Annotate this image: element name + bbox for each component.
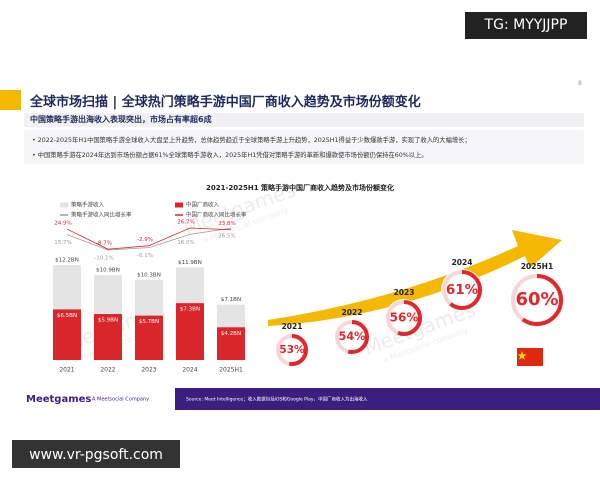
line-value-label: 15.7%: [54, 240, 71, 246]
bullet: • 2022-2025年H1中国策略手游全球收入大盘呈上升趋势，总体趋势趋近于全…: [32, 137, 471, 144]
donut-label: 60%: [515, 289, 558, 310]
site-box: [12, 440, 180, 468]
donut-label: 54%: [339, 330, 366, 343]
donut-category: 2025H1: [521, 262, 553, 271]
line-value-label: 23.8%: [218, 221, 235, 227]
donut-category: 2023: [394, 288, 415, 297]
donut-arc: [511, 274, 563, 326]
donut-label: 53%: [279, 344, 305, 356]
x-tick-label: 2022: [100, 367, 115, 374]
legend-label: 策略手游收入同比增长率: [71, 211, 132, 219]
bar-value-label: $10.9BN: [96, 268, 120, 274]
bar-value-label: $7.3BN: [180, 307, 200, 313]
donut-bg: [441, 269, 483, 311]
bar-value-label: $6.5BN: [57, 313, 77, 319]
footer-band: [175, 388, 600, 410]
badge: TG: MYYJJPP: [465, 12, 587, 39]
line: [66, 227, 232, 250]
legend-label: 中国厂商收入: [186, 201, 220, 209]
line-value-label: 16.0%: [177, 240, 194, 246]
title-bar: [0, 90, 16, 110]
bar-value-label: $5.7BN: [139, 319, 159, 325]
flag: [517, 348, 543, 366]
subtitle: 中国策略手游出海收入表现突出，市场占有率超6成: [24, 113, 584, 127]
bar-value-label: $11.9BN: [178, 260, 202, 266]
donut-bg: [334, 319, 370, 355]
donut-arc: [386, 300, 422, 336]
donut-arc: [276, 334, 308, 366]
bar: [94, 314, 122, 360]
bar-value-label: $10.3BN: [137, 272, 161, 278]
bullet-text: 中国策略手游在2024年达到市场份额占据61%全球策略手游收入，2025年H1凭…: [37, 152, 428, 159]
line: [66, 227, 232, 251]
line-value-label: 24.9%: [54, 221, 71, 227]
bullets: • 2022-2025年H1中国策略手游全球收入大盘呈上升趋势，总体趋势趋近于全…: [24, 130, 584, 164]
bar: [135, 315, 163, 360]
page-number: 8: [578, 80, 582, 87]
bar-value-label: $5.9BN: [98, 318, 118, 324]
bar: [176, 303, 204, 360]
flag-star: [517, 351, 527, 360]
footer-tagline: A Meetsocial Company: [92, 397, 149, 403]
donut-category: 2021: [282, 322, 303, 331]
bar: [53, 309, 81, 360]
bar-value-label: $7.1BN: [221, 297, 241, 303]
donut-bg: [385, 299, 423, 337]
bullet: • 中国策略手游在2024年达到市场份额占据61%全球策略手游收入，2025年H…: [32, 152, 428, 159]
title-accent: [16, 90, 21, 110]
bullet-text: 2022-2025年H1中国策略手游全球收入大盘呈上升趋势，总体趋势趋近于全球策…: [37, 137, 471, 144]
site: www.vr-pgsoft.com: [29, 447, 163, 463]
line-value-label: 26.5%: [218, 234, 235, 240]
title: 全球市场扫描 | 全球热门策略手游中国厂商收入趋势及市场份额变化: [30, 95, 421, 110]
trend-arrow: [268, 230, 562, 326]
donut-label: 56%: [390, 311, 419, 325]
donut-label: 61%: [446, 282, 479, 298]
donut-arc: [335, 320, 369, 354]
legend-label: 策略手游收入: [71, 201, 105, 209]
legend-label: 中国厂商收入同比增长率: [186, 211, 247, 219]
bar-value-label: $4.2BN: [221, 331, 241, 337]
footer-brand: Meetgames: [26, 394, 91, 405]
legend-swatch: [175, 202, 183, 208]
donut-category: 2022: [342, 308, 363, 317]
line-value-label: -6.1%: [137, 253, 153, 259]
line-value-label: 26.7%: [177, 220, 194, 226]
x-tick-label: 2023: [141, 367, 156, 374]
line-value-label: -8.7%: [96, 241, 112, 247]
chart-title: 2021-2025H1 策略手游中国厂商收入趋势及市场份额变化: [206, 183, 394, 192]
bar: [217, 327, 245, 360]
x-tick-label: 2021: [59, 367, 74, 374]
donut-category: 2024: [452, 258, 473, 267]
flag-field: [517, 348, 543, 366]
legend-swatch: [60, 202, 68, 208]
line-value-label: -10.1%: [94, 256, 113, 262]
bar-value-label: $12.2BN: [55, 258, 79, 264]
donut-bg: [510, 273, 564, 327]
donut-arc: [442, 270, 482, 310]
x-tick-label: 2025H1: [219, 367, 243, 374]
line-value-label: -2.9%: [137, 237, 153, 243]
footer-source: Source: Meet Intelligence；收入数据包括iOS和Goog…: [186, 396, 368, 403]
x-tick-label: 2024: [182, 367, 197, 374]
